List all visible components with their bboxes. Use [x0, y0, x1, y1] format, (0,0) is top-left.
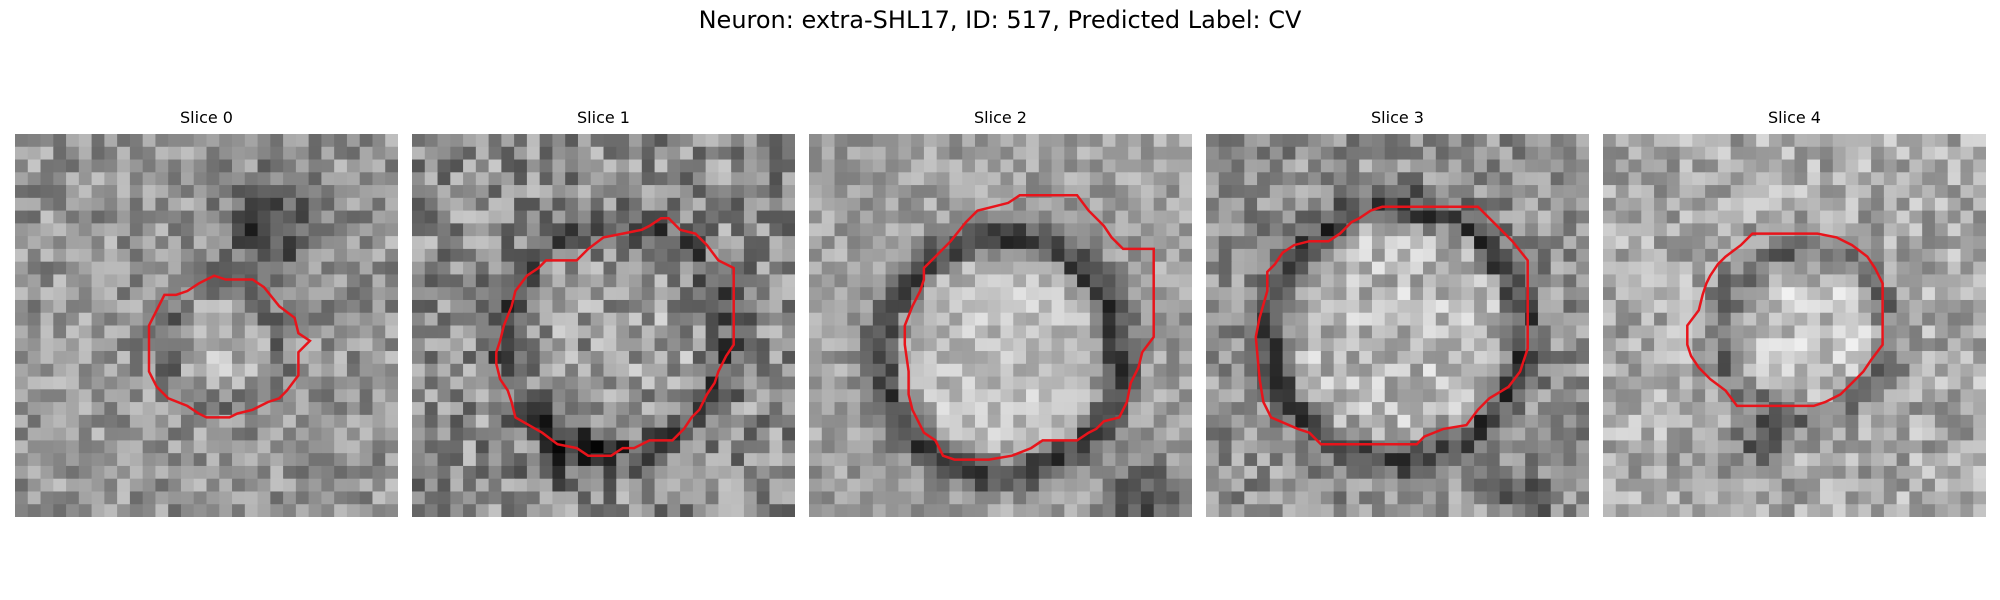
pixel-grid — [1603, 134, 1986, 517]
slice-image-1 — [412, 134, 795, 517]
slice-image-4 — [1603, 134, 1986, 517]
segmentation-contour — [147, 274, 312, 419]
slice-panel-4: Slice 4 — [1603, 108, 1986, 517]
segmentation-contour — [903, 194, 1155, 461]
segmentation-contour — [1254, 205, 1529, 446]
slice-panel-1: Slice 1 — [412, 108, 795, 517]
figure-title: Neuron: extra-SHL17, ID: 517, Predicted … — [698, 6, 1302, 34]
slice-title: Slice 4 — [1768, 108, 1821, 127]
pixel-grid — [1206, 134, 1589, 517]
pixel-grid — [412, 134, 795, 517]
slice-title: Slice 0 — [180, 108, 233, 127]
slice-panel-0: Slice 0 — [15, 108, 398, 517]
slice-image-0 — [15, 134, 398, 517]
slice-title: Slice 2 — [974, 108, 1027, 127]
slice-title: Slice 1 — [577, 108, 630, 127]
pixel-grid — [15, 134, 398, 517]
slice-image-3 — [1206, 134, 1589, 517]
segmentation-contour — [1686, 232, 1884, 408]
slice-panel-3: Slice 3 — [1206, 108, 1589, 517]
slice-panel-2: Slice 2 — [809, 108, 1192, 517]
slice-title: Slice 3 — [1371, 108, 1424, 127]
segmentation-contour — [495, 217, 735, 457]
pixel-grid — [809, 134, 1192, 517]
slice-image-2 — [809, 134, 1192, 517]
